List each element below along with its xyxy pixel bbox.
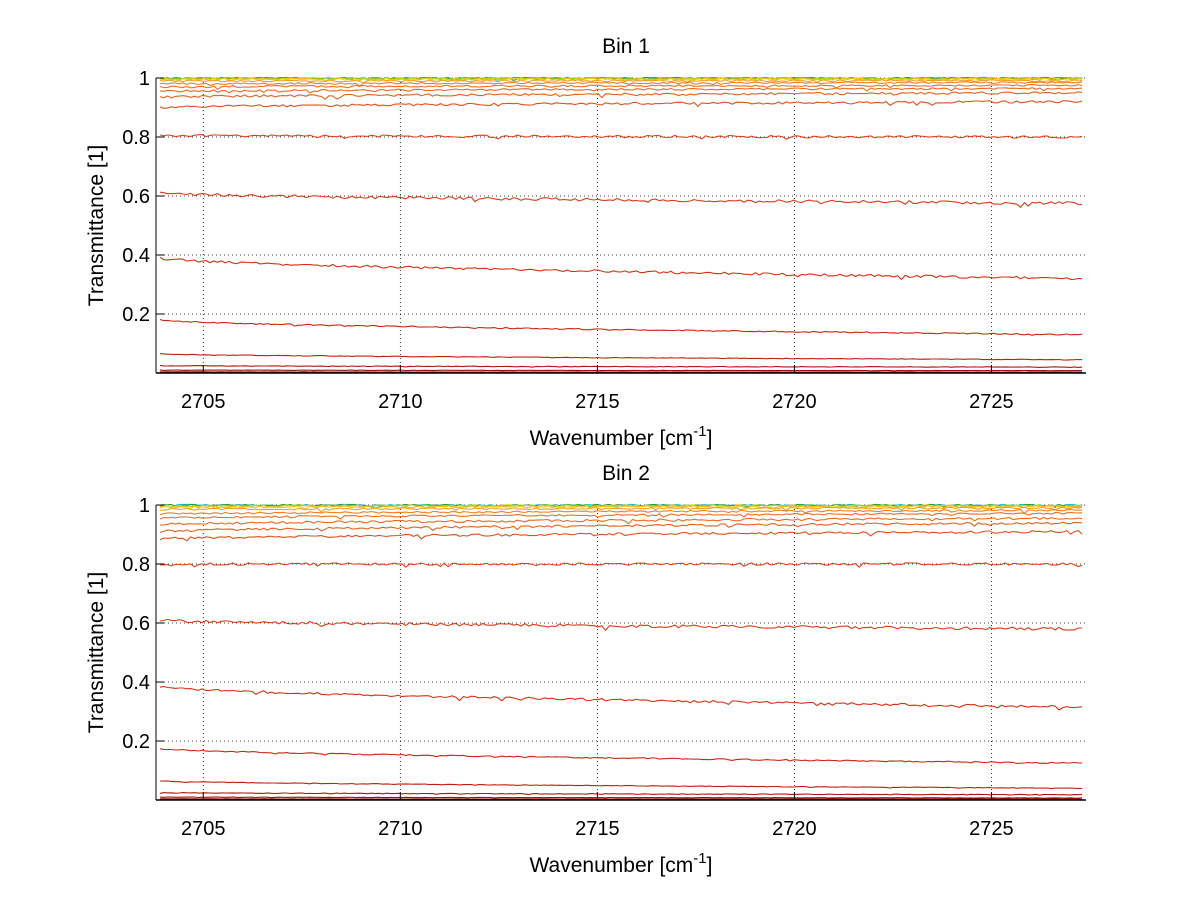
y-tick-label: 0.6: [122, 186, 150, 208]
series-line: [159, 256, 1083, 281]
series-line: [159, 100, 1083, 109]
y-tick-label: 0.4: [122, 245, 150, 267]
series-line: [159, 506, 1083, 513]
chart-title: Bin 1: [602, 35, 650, 58]
series-line: [159, 509, 1083, 516]
series-line: [159, 84, 1083, 90]
x-tick-label: 2715: [575, 818, 620, 840]
series-line: [159, 798, 1083, 800]
y-tick-label: 0.6: [122, 613, 150, 635]
y-tick-label: 0.2: [122, 731, 150, 753]
x-tick-label: 2715: [575, 391, 620, 413]
y-axis-label: Transmittance [1]: [85, 572, 108, 733]
x-tick-label: 2705: [181, 818, 226, 840]
series-line: [159, 364, 1083, 368]
series-line: [159, 505, 1083, 510]
y-tick-label: 0.8: [122, 554, 150, 576]
series-line: [159, 91, 1083, 101]
x-tick-label: 2720: [772, 391, 817, 413]
series-line: [159, 77, 1083, 83]
plot-area: [156, 505, 1086, 800]
x-tick-label: 2725: [969, 818, 1014, 840]
series-line: [159, 81, 1083, 87]
y-axis-label: Transmittance [1]: [85, 145, 108, 306]
series-line: [159, 371, 1083, 373]
x-tick-label: 2710: [378, 391, 423, 413]
series-line: [159, 780, 1083, 790]
x-tick-label: 2720: [772, 818, 817, 840]
y-tick-label: 0.8: [122, 127, 150, 149]
y-tick-label: 1: [139, 68, 150, 90]
series-line: [159, 87, 1083, 94]
x-axis-label: Wavenumber [cm-1]: [530, 850, 713, 877]
series-line: [159, 134, 1083, 140]
series-line: [159, 685, 1083, 711]
series-line: [159, 618, 1083, 632]
series-line: [159, 353, 1083, 361]
chart-title: Bin 2: [602, 462, 650, 485]
y-tick-label: 0.2: [122, 304, 150, 326]
series-line: [159, 521, 1083, 533]
series-line: [159, 529, 1083, 542]
y-tick-label: 0.4: [122, 672, 150, 694]
series-line: [159, 562, 1083, 568]
series-line: [159, 191, 1083, 209]
plot-area: [156, 78, 1086, 373]
series-line: [159, 369, 1083, 372]
series-line: [159, 318, 1083, 336]
series-line: [159, 748, 1083, 765]
chart-panel-2: 2705 2710 2715 2720 2725 0.2 0.4 0.6 0.8 1 Bin 2 Wa…: [85, 462, 1086, 877]
series-line: [159, 796, 1083, 799]
series-line: [159, 511, 1083, 520]
chart-panel-1: 2705 2710 2715 2720 2725 0.2 0.4 0.6 0.8 1 Bin 1 Wa…: [85, 35, 1086, 450]
x-tick-label: 2710: [378, 818, 423, 840]
x-tick-label: 2705: [181, 391, 226, 413]
y-tick-label: 1: [139, 495, 150, 517]
x-tick-label: 2725: [969, 391, 1014, 413]
series-line: [159, 792, 1083, 796]
series-line: [159, 516, 1083, 526]
series-line: [159, 504, 1083, 510]
x-axis-label: Wavenumber [cm-1]: [530, 423, 713, 450]
series-line: [159, 79, 1083, 84]
